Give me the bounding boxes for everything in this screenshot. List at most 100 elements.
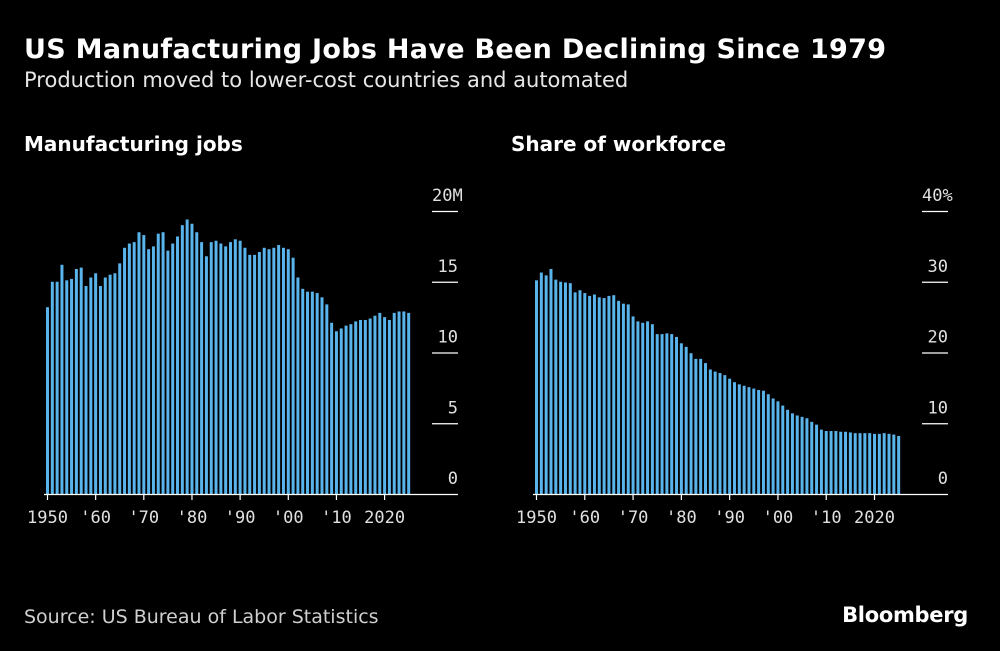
jobs-xtick-label-1: '60 bbox=[80, 508, 111, 528]
share-bar-1960 bbox=[583, 293, 587, 494]
jobs-bar-1968 bbox=[132, 242, 136, 494]
share-xtick-label-0: 1950 bbox=[516, 508, 557, 528]
jobs-bar-2012 bbox=[344, 325, 348, 494]
jobs-bar-1965 bbox=[118, 263, 122, 494]
share-bar-1997 bbox=[761, 390, 765, 494]
jobs-bar-1988 bbox=[229, 242, 232, 494]
jobs-xtick-label-6: '10 bbox=[321, 508, 352, 528]
jobs-bar-1994 bbox=[257, 252, 261, 494]
share-bar-2008 bbox=[815, 424, 819, 494]
source-note: Source: US Bureau of Labor Statistics bbox=[24, 606, 379, 628]
jobs-bar-2013 bbox=[349, 324, 353, 494]
jobs-bar-2010 bbox=[334, 331, 338, 494]
share-bar-1987 bbox=[713, 371, 717, 494]
share-ytick-label-4: 40% bbox=[922, 186, 953, 206]
share-bar-1986 bbox=[708, 369, 712, 494]
panel-title-share: Share of workforce bbox=[511, 132, 727, 156]
share-bar-2017 bbox=[858, 433, 862, 494]
chart-subtitle: Production moved to lower-cost countries… bbox=[24, 68, 629, 92]
share-bar-2020 bbox=[873, 433, 877, 494]
jobs-bar-2017 bbox=[368, 318, 372, 494]
share-bar-2004 bbox=[795, 415, 799, 494]
jobs-bar-1962 bbox=[103, 277, 107, 494]
jobs-ytick-label-4: 20M bbox=[432, 186, 463, 206]
jobs-bar-1972 bbox=[151, 246, 155, 495]
jobs-bar-1964 bbox=[113, 273, 117, 494]
share-bar-1995 bbox=[752, 388, 756, 494]
jobs-bar-1997 bbox=[272, 247, 276, 494]
jobs-bar-1995 bbox=[262, 247, 266, 494]
share-bar-2024 bbox=[892, 434, 896, 494]
share-bar-2025 bbox=[897, 435, 901, 494]
jobs-bar-1992 bbox=[248, 254, 252, 494]
share-bar-2012 bbox=[834, 431, 838, 494]
jobs-bar-2018 bbox=[373, 315, 377, 494]
chart-title: US Manufacturing Jobs Have Been Declinin… bbox=[24, 34, 887, 65]
jobs-bar-1996 bbox=[267, 249, 271, 494]
share-bar-1969 bbox=[626, 304, 630, 494]
share-xtick-label-1: '60 bbox=[569, 508, 600, 528]
jobs-bar-2023 bbox=[397, 311, 401, 494]
jobs-bar-1993 bbox=[253, 254, 257, 494]
share-bar-1992 bbox=[737, 384, 741, 494]
share-bar-1958 bbox=[573, 292, 577, 494]
share-ytick-label-1: 10 bbox=[928, 398, 948, 418]
jobs-xtick-label-3: '80 bbox=[177, 508, 208, 528]
share-xtick-label-7: 2020 bbox=[854, 508, 895, 528]
jobs-bar-1951 bbox=[50, 281, 54, 494]
jobs-ytick-label-0: 0 bbox=[448, 469, 458, 489]
share-bar-1980 bbox=[679, 343, 683, 494]
share-bar-1961 bbox=[588, 295, 592, 494]
share-bar-2016 bbox=[853, 433, 857, 494]
share-bar-1982 bbox=[689, 353, 693, 494]
share-bar-1979 bbox=[675, 336, 679, 494]
share-bar-2009 bbox=[819, 429, 823, 494]
share-bar-2011 bbox=[829, 431, 833, 494]
jobs-bar-2022 bbox=[392, 312, 396, 494]
jobs-bar-2025 bbox=[407, 312, 411, 494]
jobs-xtick-label-4: '90 bbox=[225, 508, 256, 528]
share-bar-2022 bbox=[882, 433, 886, 494]
share-bar-1962 bbox=[592, 294, 596, 494]
jobs-xtick-label-7: 2020 bbox=[364, 508, 405, 528]
share-bar-1985 bbox=[704, 363, 707, 494]
jobs-bar-1984 bbox=[209, 242, 213, 494]
jobs-bar-2006 bbox=[315, 293, 319, 494]
share-bar-2005 bbox=[800, 416, 804, 494]
jobs-ytick-label-1: 5 bbox=[448, 398, 458, 418]
share-xtick-label-6: '10 bbox=[811, 508, 842, 528]
share-bar-1976 bbox=[660, 334, 664, 494]
jobs-bar-1955 bbox=[70, 278, 74, 494]
share-bar-2010 bbox=[824, 431, 828, 494]
share-bar-1998 bbox=[766, 394, 770, 494]
share-bar-1955 bbox=[559, 281, 563, 494]
share-bar-2000 bbox=[776, 401, 780, 494]
jobs-bar-2024 bbox=[402, 311, 406, 494]
jobs-bar-2016 bbox=[363, 319, 367, 494]
share-bar-1965 bbox=[607, 295, 611, 494]
share-xtick-label-3: '80 bbox=[666, 508, 697, 528]
bloomberg-logo: Bloomberg bbox=[842, 603, 968, 627]
jobs-bar-2009 bbox=[330, 322, 334, 494]
share-bar-2013 bbox=[839, 431, 843, 494]
share-bar-2002 bbox=[786, 409, 790, 494]
jobs-bar-1987 bbox=[224, 246, 228, 495]
share-bar-1971 bbox=[636, 321, 640, 494]
share-bar-2003 bbox=[790, 413, 794, 494]
share-ytick-label-3: 30 bbox=[928, 257, 948, 277]
jobs-bar-1999 bbox=[281, 247, 285, 494]
share-bar-1989 bbox=[723, 375, 727, 494]
jobs-bar-1969 bbox=[137, 232, 141, 494]
jobs-bar-1978 bbox=[180, 225, 184, 494]
share-bar-2015 bbox=[848, 432, 852, 494]
jobs-bar-2008 bbox=[325, 304, 329, 494]
share-bar-1951 bbox=[539, 272, 543, 494]
jobs-bar-1950 bbox=[46, 307, 49, 494]
share-ytick-label-0: 0 bbox=[938, 469, 948, 489]
jobs-bar-2014 bbox=[354, 321, 358, 494]
jobs-bar-1971 bbox=[147, 249, 151, 494]
jobs-bar-2005 bbox=[310, 291, 314, 494]
share-bar-2006 bbox=[805, 418, 809, 494]
jobs-bar-1961 bbox=[98, 286, 102, 494]
